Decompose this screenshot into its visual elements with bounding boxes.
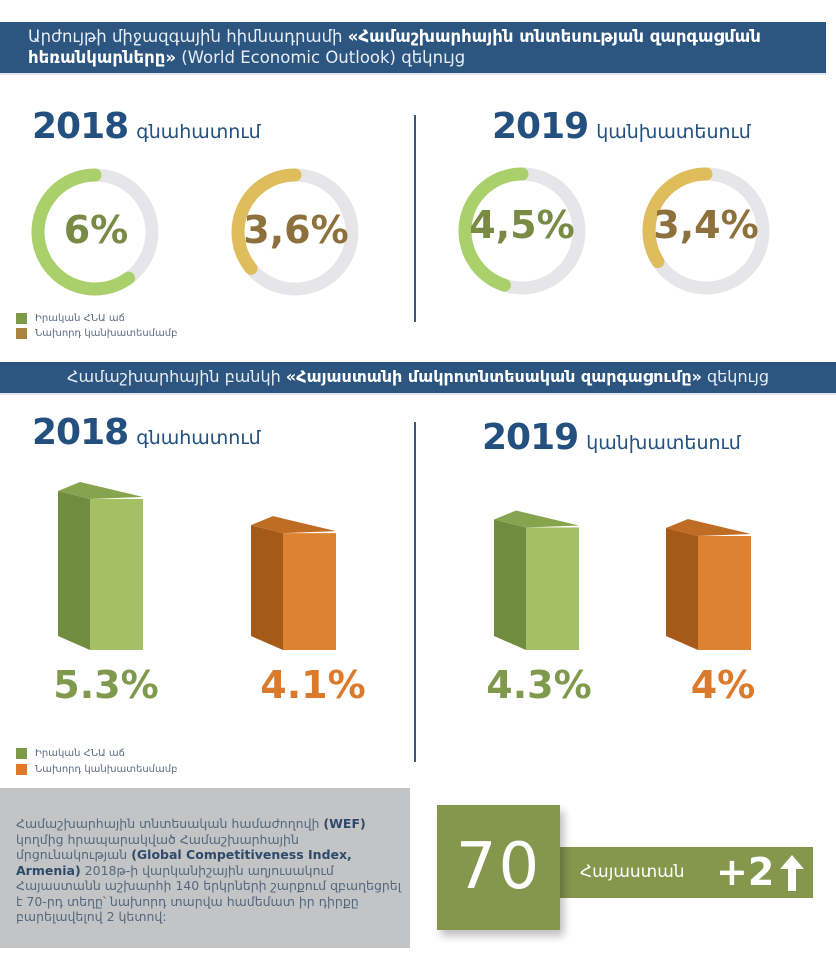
bar-side-face [251, 525, 283, 650]
bar-side-face [494, 519, 526, 650]
s2-left-heading: 2018 գնահատում [32, 412, 261, 453]
bar-top-face [494, 510, 579, 528]
legend-swatch-actual [16, 748, 27, 759]
s1-left-subtitle: գնահատում [136, 121, 261, 143]
wef-text-2-bold: (Global Competitiveness Index, Armenia) [16, 847, 352, 878]
s1-left-year: 2018 [32, 106, 129, 147]
donut-label-2018-actual: 6% [63, 208, 129, 252]
section1-divider [414, 115, 416, 322]
legend-swatch-previous [16, 328, 27, 339]
bar-top-face [666, 519, 751, 536]
s2-legend-item-previous: Նախորդ կանխատեսմամբ [16, 764, 177, 775]
donut-arc [458, 167, 529, 292]
s1-legend-item-actual: Իրական ՀՆԱ աճ [16, 313, 125, 324]
s2-left-subtitle: գնահատում [136, 427, 261, 449]
bar-front-face [698, 536, 751, 650]
donut-arc [231, 168, 302, 275]
s1-right-heading: 2019 կանխատեսում [492, 106, 751, 147]
bar-label-2018-previous: 4.1% [260, 663, 366, 707]
bar-top-face [58, 481, 143, 499]
donut-label-2018-previous: 3,6% [243, 208, 349, 252]
donut-label-2019-actual: 4,5% [469, 203, 575, 247]
bar-front-face [526, 527, 579, 650]
s1-legend-item-previous: Նախորդ կանխատեսմամբ [16, 328, 177, 339]
wb-title-bold: «Հայաստանի մակրոտնտեսական զարգացումը» [285, 367, 702, 386]
wb-title-tail: զեկույց [701, 367, 770, 386]
bar-label-2019-actual: 4.3% [486, 663, 592, 707]
country-name: Հայաստան [580, 862, 685, 882]
s2-left-year: 2018 [32, 412, 129, 453]
legend-label-previous: Նախորդ կանխատեսմամբ [35, 328, 178, 339]
s1-right-year: 2019 [492, 106, 589, 147]
imf-report-header: Արժույթի միջազգային հիմնադրամի «Համաշխար… [0, 22, 826, 75]
section2-divider [414, 422, 416, 762]
s2-right-year: 2019 [482, 417, 579, 458]
imf-report-title: Արժույթի միջազգային հիմնադրամի «Համաշխար… [28, 26, 826, 68]
legend-label-actual: Իրական ՀՆԱ աճ [35, 313, 125, 324]
s1-left-heading: 2018 գնահատում [32, 106, 261, 147]
rank-change-value: +2 [716, 850, 775, 894]
wef-text-1: Համաշխարհային տնտեսական համաժողովի [16, 816, 324, 831]
bar-side-face [666, 528, 698, 650]
bar-side-face [58, 490, 90, 650]
rank-change-banner: Հայաստան +2 [560, 847, 813, 898]
world-bank-report-header: Համաշխարհային բանկի «Հայաստանի մակրոտնտե… [0, 362, 836, 395]
legend-label-actual: Իրական ՀՆԱ աճ [35, 748, 125, 759]
imf-title-bold: «Համաշխարհային տնտեսության զարգացման հեռ… [28, 27, 761, 67]
wef-text-3: 2018թ-ի վարկանիշային աղյուսակում Հայաստա… [16, 862, 402, 925]
wb-title-plain: Համաշխարհային բանկի [66, 367, 286, 386]
wef-text-2: կողմից հրապարակված Համաշխարհային մրցունա… [16, 831, 299, 863]
wef-info-box: Համաշխարհային տնտեսական համաժողովի (WEF)… [0, 788, 410, 948]
wef-description: Համաշխարհային տնտեսական համաժողովի (WEF)… [16, 816, 411, 925]
s2-right-subtitle: կանխատեսում [586, 432, 741, 454]
s1-right-subtitle: կանխատեսում [596, 121, 751, 143]
imf-donut-chart [31, 167, 770, 296]
bar-front-face [283, 533, 336, 650]
legend-swatch-actual [16, 313, 27, 324]
rank-value: 70 [455, 830, 542, 904]
donut-label-2019-previous: 3,4% [653, 203, 759, 247]
legend-label-previous: Նախորդ կանխատեսմամբ [35, 764, 178, 775]
arrow-up-icon [780, 855, 804, 891]
bar-top-face [251, 516, 336, 534]
world-bank-bar-chart [58, 481, 751, 650]
donut-arc [642, 167, 713, 269]
bar-label-2018-actual: 5.3% [53, 663, 159, 707]
bar-front-face [90, 498, 143, 650]
imf-title-plain: Արժույթի միջազգային հիմնադրամի [28, 27, 348, 46]
world-bank-report-title: Համաշխարհային բանկի «Հայաստանի մակրոտնտե… [0, 367, 836, 386]
imf-title-tail: (World Economic Outlook) զեկույց [175, 48, 466, 67]
bar-label-2019-previous: 4% [690, 663, 756, 707]
legend-swatch-previous [16, 764, 27, 775]
wef-text-1-bold: (WEF) [323, 816, 366, 831]
s2-right-heading: 2019 կանխատեսում [482, 417, 741, 458]
rank-box: 70 [437, 805, 560, 930]
donut-arc [31, 168, 136, 296]
s2-legend-item-actual: Իրական ՀՆԱ աճ [16, 748, 125, 759]
